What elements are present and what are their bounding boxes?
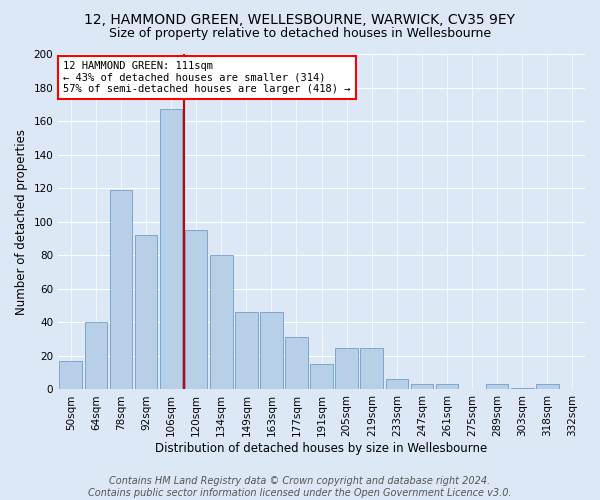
Bar: [110, 190, 132, 390]
Text: Size of property relative to detached houses in Wellesbourne: Size of property relative to detached ho…: [109, 28, 491, 40]
Bar: [536, 384, 559, 390]
Text: 12, HAMMOND GREEN, WELLESBOURNE, WARWICK, CV35 9EY: 12, HAMMOND GREEN, WELLESBOURNE, WARWICK…: [85, 12, 515, 26]
Bar: [59, 361, 82, 390]
Bar: [361, 348, 383, 390]
X-axis label: Distribution of detached houses by size in Wellesbourne: Distribution of detached houses by size …: [155, 442, 488, 455]
Bar: [210, 256, 233, 390]
Bar: [335, 348, 358, 390]
Bar: [134, 235, 157, 390]
Bar: [260, 312, 283, 390]
Bar: [386, 380, 408, 390]
Bar: [486, 384, 508, 390]
Bar: [310, 364, 333, 390]
Bar: [511, 388, 533, 390]
Bar: [85, 322, 107, 390]
Bar: [285, 338, 308, 390]
Y-axis label: Number of detached properties: Number of detached properties: [15, 128, 28, 314]
Text: 12 HAMMOND GREEN: 111sqm
← 43% of detached houses are smaller (314)
57% of semi-: 12 HAMMOND GREEN: 111sqm ← 43% of detach…: [64, 60, 351, 94]
Bar: [185, 230, 208, 390]
Bar: [410, 384, 433, 390]
Bar: [235, 312, 257, 390]
Bar: [160, 110, 182, 390]
Bar: [436, 384, 458, 390]
Text: Contains HM Land Registry data © Crown copyright and database right 2024.
Contai: Contains HM Land Registry data © Crown c…: [88, 476, 512, 498]
